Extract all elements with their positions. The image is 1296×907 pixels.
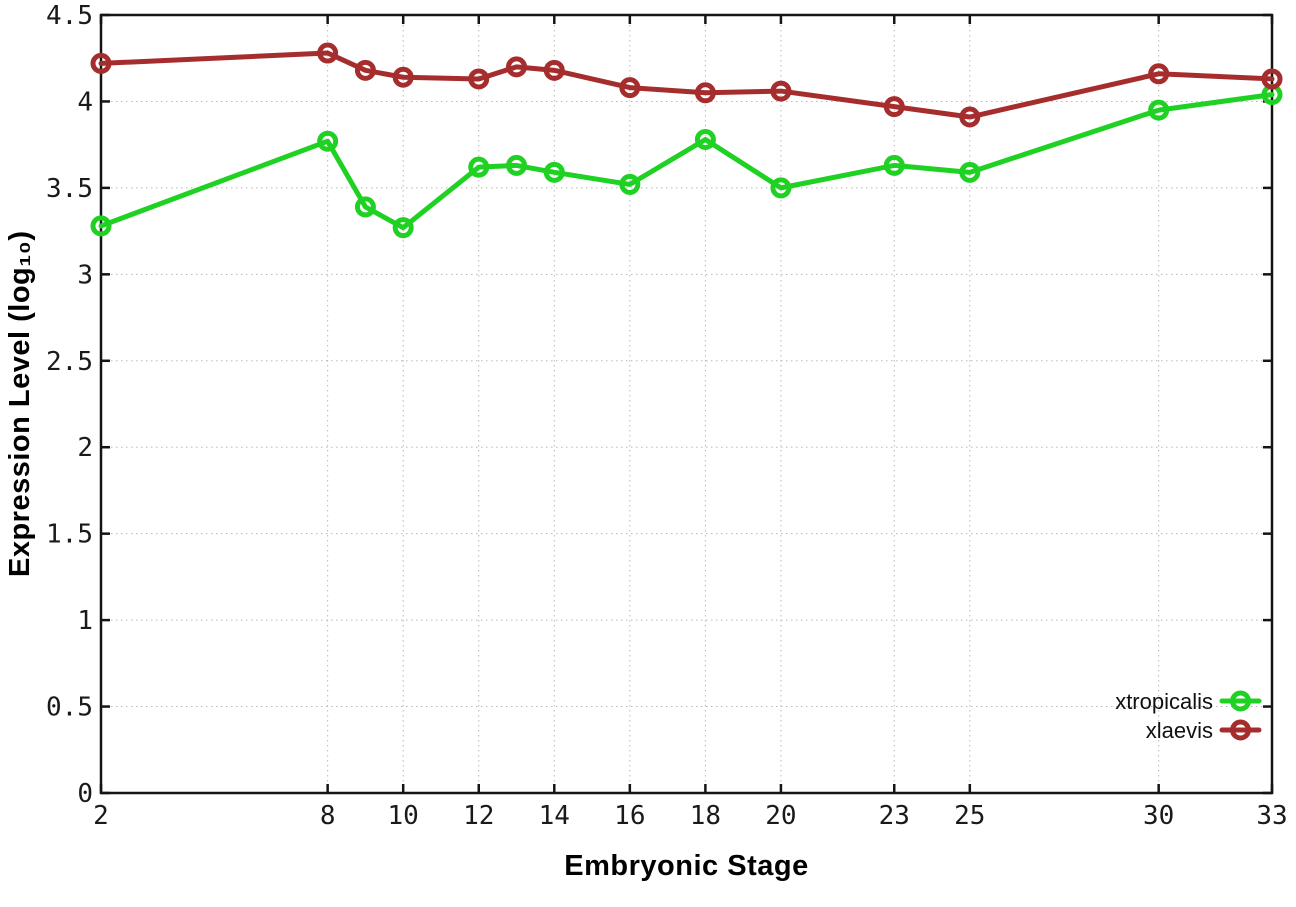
data-point-xtropicalis — [959, 161, 981, 183]
x-axis-title: Embryonic Stage — [564, 850, 809, 882]
y-tick-label: 1 — [77, 606, 93, 636]
data-point-xlaevis — [694, 82, 716, 104]
series-line-xtropicalis — [98, 92, 1275, 231]
data-point-xtropicalis — [392, 217, 414, 239]
data-point-xlaevis — [90, 52, 112, 74]
x-tick-label: 8 — [320, 801, 336, 831]
y-tick-label: 2.5 — [46, 347, 93, 377]
x-tick-label: 10 — [388, 801, 419, 831]
y-tick-label: 0 — [77, 779, 93, 809]
data-point-xtropicalis — [354, 196, 376, 218]
y-tick-label: 4.5 — [46, 1, 93, 31]
legend-label-xlaevis: xlaevis — [1145, 717, 1213, 743]
legend-marker-sample-xtropicalis — [1230, 690, 1251, 712]
plot-border — [99, 13, 1274, 795]
x-tick-label: 20 — [765, 801, 796, 831]
data-point-xtropicalis — [619, 173, 641, 195]
x-tick-label: 33 — [1256, 801, 1287, 831]
y-tick-label: 3 — [77, 260, 93, 290]
data-point-xlaevis — [317, 42, 339, 64]
y-tick-label: 4 — [77, 87, 93, 117]
legend-row-xlaevis: xlaevis — [1115, 716, 1213, 745]
x-tick-label: 2 — [93, 801, 109, 831]
data-point-xtropicalis — [506, 154, 528, 176]
data-point-xtropicalis — [543, 161, 565, 183]
x-tick-label: 16 — [614, 801, 645, 831]
data-point-xtropicalis — [317, 130, 339, 152]
legend-label-xtropicalis: xtropicalis — [1115, 688, 1213, 714]
x-tick-label: 12 — [463, 801, 494, 831]
x-tick-label: 14 — [539, 801, 570, 831]
y-tick-label: 1.5 — [46, 520, 93, 550]
y-tick-label: 3.5 — [46, 174, 93, 204]
x-tick-label: 23 — [879, 801, 910, 831]
legend-row-xtropicalis: xtropicalis — [1115, 687, 1213, 716]
data-point-xlaevis — [392, 66, 414, 88]
legend: xtropicalis xlaevis — [1115, 687, 1213, 745]
data-point-xtropicalis — [1148, 99, 1170, 121]
data-point-xlaevis — [619, 77, 641, 99]
y-tick-label: 0.5 — [46, 693, 93, 723]
data-point-xlaevis — [543, 59, 565, 81]
x-tick-label: 30 — [1143, 801, 1174, 831]
y-tick-label: 2 — [77, 433, 93, 463]
x-tick-label: 18 — [690, 801, 721, 831]
data-point-xtropicalis — [883, 154, 905, 176]
y-axis-title: Expression Level (log₁₀) — [4, 230, 36, 578]
data-point-xlaevis — [354, 59, 376, 81]
data-point-xlaevis — [468, 68, 490, 90]
data-point-xlaevis — [770, 80, 792, 102]
data-point-xlaevis — [959, 106, 981, 128]
legend-marker-sample-xlaevis — [1230, 719, 1251, 741]
data-point-xtropicalis — [770, 177, 792, 199]
series-line-xlaevis — [98, 50, 1275, 120]
data-point-xlaevis — [883, 96, 905, 118]
data-point-xlaevis — [1261, 68, 1283, 90]
data-point-xtropicalis — [90, 215, 112, 237]
data-point-xtropicalis — [468, 156, 490, 178]
data-point-xlaevis — [506, 56, 528, 78]
data-point-xlaevis — [1148, 63, 1170, 85]
data-point-xtropicalis — [694, 128, 716, 150]
x-tick-label: 25 — [954, 801, 985, 831]
